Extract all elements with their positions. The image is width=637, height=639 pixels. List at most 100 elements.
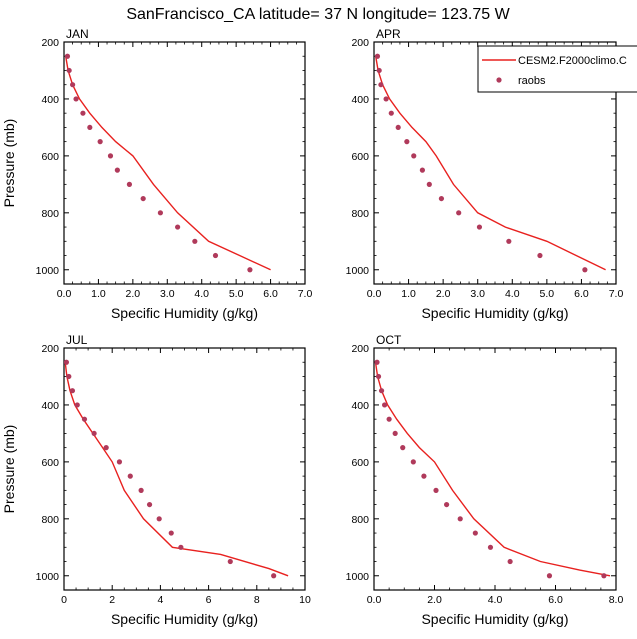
plot-frame [63, 347, 306, 591]
y-tick-label: 800 [41, 514, 59, 526]
x-axis-label: Specific Humidity (g/kg) [421, 305, 568, 321]
y-tick-label: 200 [351, 37, 369, 49]
legend-obs-label: raobs [518, 75, 546, 87]
raobs-point [374, 53, 381, 59]
raobs-point [81, 416, 88, 422]
x-tick-label: 0.0 [367, 288, 382, 300]
raobs-point [80, 110, 86, 116]
x-tick-label: 4.0 [194, 288, 209, 300]
raobs-point [178, 544, 184, 550]
raobs-point [192, 238, 198, 244]
raobs-point [168, 530, 174, 536]
panels-container: JAN 0.0 1.0 2.0 3.0 4.0 5.0 6.0 7.0 200 400 600 800 1… [1, 27, 637, 627]
x-tick-label: 0.0 [57, 288, 72, 300]
panel-title: APR [376, 27, 401, 41]
raobs-point [175, 224, 181, 230]
y-tick-label: 400 [351, 400, 369, 412]
raobs-point [156, 516, 162, 522]
model-line [64, 362, 289, 577]
y-tick-label: 1000 [36, 265, 60, 277]
panel-title: JAN [66, 27, 89, 41]
raobs-point [388, 110, 394, 116]
y-tick-label: 400 [41, 94, 59, 106]
model-line [374, 362, 611, 577]
series-group [64, 359, 289, 579]
x-axis-label: Specific Humidity (g/kg) [111, 305, 258, 321]
x-axis-label: Specific Humidity (g/kg) [421, 611, 568, 627]
x-tick-label: 6 [206, 594, 212, 606]
raobs-point [87, 124, 93, 131]
legend-box [477, 45, 637, 93]
raobs-point [157, 210, 163, 216]
raobs-point [66, 67, 72, 74]
y-tick-label: 600 [351, 457, 369, 469]
y-tick-label: 1000 [36, 571, 60, 583]
raobs-point [426, 181, 432, 187]
chart-panel-apr: APR 0.0 1.0 2.0 3.0 4.0 5.0 6.0 7.0 200 400 600 800 1… [346, 27, 637, 321]
raobs-point [376, 67, 382, 74]
x-axis-label: Specific Humidity (g/kg) [111, 611, 258, 627]
y-tick-label: 800 [351, 514, 369, 526]
raobs-point [114, 167, 120, 173]
series-group [64, 53, 271, 273]
raobs-point [421, 473, 427, 479]
legend-model-label: CESM2.F2000climo.C [518, 55, 627, 67]
raobs-point [582, 267, 588, 273]
raobs-point [456, 210, 462, 216]
raobs-point [404, 139, 410, 145]
y-axis-label: Pressure (mb) [1, 425, 17, 514]
x-tick-label: 1.0 [91, 288, 106, 300]
raobs-point [64, 359, 70, 365]
y-tick-label: 400 [41, 400, 59, 412]
raobs-point [433, 487, 439, 493]
x-tick-label: 0.0 [367, 594, 382, 606]
plot-frame [63, 41, 306, 285]
raobs-point [457, 516, 463, 522]
y-axis-label: Pressure (mb) [1, 119, 17, 208]
raobs-point [70, 82, 76, 88]
plot-frame [373, 347, 617, 591]
raobs-point [73, 96, 79, 102]
y-tick-label: 400 [351, 94, 369, 106]
y-tick-label: 200 [41, 37, 59, 49]
series-group [374, 359, 611, 579]
x-tick-label: 8 [254, 594, 260, 606]
raobs-point [601, 573, 607, 579]
raobs-point [395, 124, 401, 131]
x-tick-label: 8.0 [609, 594, 624, 606]
panel-title: OCT [376, 333, 402, 347]
raobs-point [537, 252, 543, 259]
x-tick-label: 7.0 [298, 288, 313, 300]
raobs-point [247, 267, 253, 273]
raobs-point [103, 445, 109, 451]
x-tick-label: 0 [61, 594, 67, 606]
raobs-point [378, 388, 385, 394]
raobs-point [375, 373, 382, 380]
raobs-point [507, 558, 513, 565]
figure-title: SanFrancisco_CA latitude= 37 N longitude… [126, 6, 510, 23]
raobs-point [107, 153, 114, 159]
raobs-point [392, 430, 398, 437]
x-tick-label: 3.0 [470, 288, 485, 300]
raobs-point [227, 558, 233, 565]
x-tick-label: 4 [157, 594, 163, 606]
raobs-point [400, 445, 406, 451]
raobs-point [64, 53, 71, 59]
raobs-point [472, 530, 478, 536]
y-tick-label: 1000 [346, 265, 370, 277]
raobs-point [146, 501, 153, 508]
x-tick-label: 6.0 [263, 288, 278, 300]
y-tick-label: 800 [41, 208, 59, 220]
chart-panel-jan: JAN 0.0 1.0 2.0 3.0 4.0 5.0 6.0 7.0 200 400 600 800 1… [1, 27, 312, 321]
raobs-point [386, 416, 392, 422]
raobs-point [91, 430, 97, 437]
x-tick-label: 2.0 [436, 288, 451, 300]
raobs-point [438, 195, 445, 202]
panel-title: JUL [66, 333, 88, 347]
x-tick-label: 6.0 [574, 288, 589, 300]
y-tick-label: 600 [351, 151, 369, 163]
x-tick-label: 2.0 [427, 594, 442, 606]
raobs-point [127, 473, 133, 479]
raobs-point [140, 195, 146, 202]
